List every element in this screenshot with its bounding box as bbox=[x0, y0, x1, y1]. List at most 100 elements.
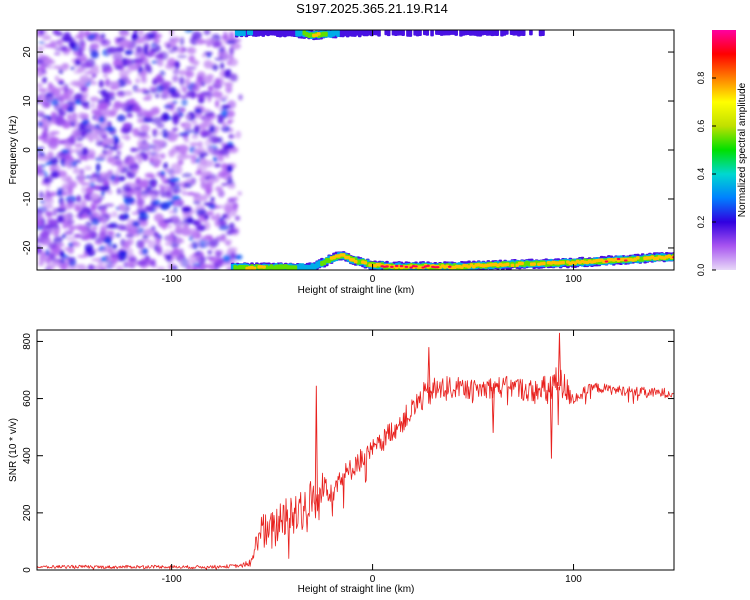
noise-blob bbox=[67, 135, 76, 144]
noise-blob bbox=[160, 92, 169, 100]
noise-blob bbox=[89, 42, 100, 50]
noise-blob bbox=[181, 108, 186, 113]
noise-blob bbox=[164, 249, 173, 254]
noise-blob bbox=[219, 62, 225, 70]
noise-blob bbox=[42, 115, 53, 119]
noise-blob bbox=[156, 266, 166, 270]
noise-blob bbox=[68, 202, 79, 209]
noise-blob bbox=[234, 215, 241, 221]
noise-blob bbox=[176, 154, 188, 161]
carrier-track-segment bbox=[532, 262, 536, 266]
noise-blob bbox=[76, 194, 82, 203]
noise-blob bbox=[66, 236, 76, 241]
noise-blob bbox=[222, 121, 227, 131]
noise-blob bbox=[100, 262, 108, 270]
noise-blob bbox=[161, 128, 169, 138]
noise-blob bbox=[64, 141, 73, 150]
noise-blob bbox=[104, 94, 110, 104]
noise-blob bbox=[76, 174, 85, 178]
noise-blob bbox=[184, 77, 191, 87]
noise-blob bbox=[160, 171, 166, 176]
noise-blob bbox=[229, 73, 238, 82]
noise-blob bbox=[139, 193, 150, 198]
noise-blob bbox=[116, 150, 122, 156]
noise-blob bbox=[203, 59, 213, 69]
noise-blob bbox=[79, 101, 91, 106]
noise-blob bbox=[143, 46, 148, 55]
noise-blob bbox=[203, 108, 211, 113]
noise-blob bbox=[107, 172, 112, 181]
noise-blob bbox=[89, 177, 97, 183]
noise-blob bbox=[216, 136, 223, 144]
noise-blob bbox=[156, 122, 165, 129]
noise-blob bbox=[37, 69, 43, 78]
noise-blob bbox=[183, 128, 195, 134]
noise-blob bbox=[57, 214, 65, 223]
noise-blob bbox=[147, 239, 156, 249]
noise-blob bbox=[37, 220, 44, 226]
noise-blob bbox=[94, 214, 101, 218]
noise-blob bbox=[64, 83, 69, 93]
noise-blob bbox=[123, 213, 129, 219]
noise-blob bbox=[156, 53, 164, 59]
noise-blob bbox=[105, 149, 114, 156]
carrier-track-segment bbox=[293, 265, 298, 270]
noise-blob bbox=[53, 164, 61, 173]
noise-blob bbox=[38, 41, 46, 45]
upper-track-segment bbox=[336, 30, 340, 38]
noise-blob bbox=[42, 203, 54, 210]
noise-blob bbox=[138, 212, 149, 220]
noise-blob bbox=[37, 164, 42, 173]
noise-blob bbox=[69, 41, 77, 50]
noise-blob bbox=[222, 254, 232, 263]
noise-blob bbox=[181, 206, 192, 213]
noise-blob bbox=[197, 97, 205, 104]
noise-blob bbox=[124, 196, 136, 203]
carrier-track-segment bbox=[404, 265, 409, 268]
noise-blob bbox=[114, 159, 123, 167]
colorbar-tick-label: 0.8 bbox=[696, 72, 706, 85]
noise-blob bbox=[185, 90, 196, 98]
noise-blob bbox=[174, 60, 180, 70]
noise-blob bbox=[123, 261, 134, 268]
noise-blob bbox=[188, 154, 198, 159]
noise-blob bbox=[201, 53, 207, 58]
noise-blob bbox=[37, 135, 47, 140]
x-tick-label: 0 bbox=[370, 574, 376, 585]
noise-blob bbox=[149, 261, 156, 266]
noise-blob bbox=[89, 181, 96, 188]
noise-blob bbox=[99, 185, 111, 192]
noise-blob bbox=[109, 96, 116, 101]
upper-track-segment bbox=[324, 31, 328, 37]
noise-blob bbox=[135, 45, 143, 53]
upper-track-segment bbox=[401, 30, 405, 36]
noise-blob bbox=[117, 41, 128, 46]
noise-blob bbox=[135, 152, 140, 161]
noise-blob bbox=[150, 193, 156, 201]
noise-blob bbox=[103, 179, 110, 186]
noise-blob bbox=[196, 169, 202, 174]
noise-blob bbox=[196, 75, 204, 82]
noise-blob bbox=[210, 215, 217, 221]
noise-blob bbox=[112, 81, 120, 87]
noise-blob bbox=[40, 156, 50, 161]
noise-blob bbox=[187, 46, 197, 55]
noise-blob bbox=[58, 139, 65, 145]
noise-blob bbox=[136, 36, 146, 44]
noise-blob bbox=[174, 238, 185, 244]
noise-blob bbox=[178, 76, 185, 86]
noise-blob bbox=[43, 224, 55, 229]
noise-blob bbox=[124, 58, 133, 67]
noise-blob bbox=[78, 47, 83, 57]
carrier-track-segment bbox=[341, 253, 346, 257]
noise-blob bbox=[43, 171, 48, 177]
noise-blob bbox=[62, 51, 70, 56]
carrier-track-segment bbox=[435, 266, 440, 269]
noise-blob bbox=[146, 112, 151, 121]
noise-blob bbox=[63, 161, 70, 167]
snr-frame bbox=[36, 329, 675, 571]
noise-blob bbox=[93, 129, 100, 136]
noise-blob bbox=[136, 259, 148, 267]
noise-blob bbox=[98, 153, 107, 159]
